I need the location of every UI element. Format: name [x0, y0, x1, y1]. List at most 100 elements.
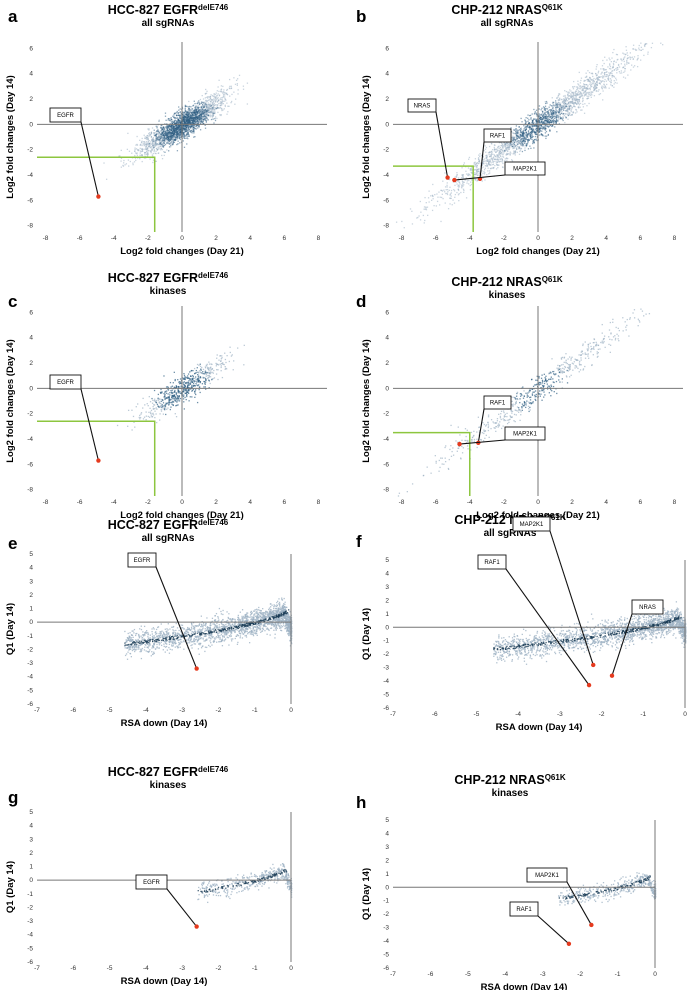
data-point — [525, 122, 527, 124]
data-point — [207, 99, 210, 101]
data-point — [230, 87, 233, 89]
data-point — [173, 401, 175, 403]
data-point — [200, 120, 203, 122]
data-point — [607, 79, 610, 81]
data-point — [180, 114, 182, 116]
data-point — [199, 111, 201, 114]
data-point — [521, 144, 523, 147]
data-point — [224, 97, 226, 100]
data-point — [174, 131, 176, 133]
data-point — [613, 86, 615, 88]
data-point — [199, 112, 202, 114]
data-point — [613, 60, 616, 62]
data-point — [463, 189, 465, 192]
data-point — [555, 106, 557, 109]
data-point — [562, 117, 564, 119]
panel-title: CHP-212 NRASQ61K — [451, 3, 562, 17]
data-point — [191, 108, 194, 110]
data-point — [147, 151, 149, 154]
data-point — [621, 60, 623, 62]
callout-line — [435, 111, 449, 178]
data-point — [457, 180, 459, 182]
data-point — [205, 107, 208, 109]
data-point — [173, 141, 176, 143]
data-point — [143, 142, 146, 144]
data-point — [578, 101, 580, 103]
data-point — [498, 153, 500, 155]
data-point — [551, 124, 554, 126]
data-point — [127, 425, 129, 427]
data-point — [528, 122, 530, 125]
data-point — [230, 101, 232, 104]
data-point — [205, 372, 207, 374]
data-point — [144, 404, 146, 406]
data-point — [187, 121, 189, 123]
data-point — [141, 137, 143, 140]
data-point — [612, 62, 615, 65]
data-point — [196, 363, 199, 366]
data-point — [484, 179, 486, 181]
data-point — [206, 96, 208, 99]
data-point — [547, 113, 549, 115]
data-point — [530, 131, 532, 133]
data-point — [474, 158, 477, 160]
data-point — [174, 379, 176, 382]
data-point — [573, 80, 575, 83]
data-point — [179, 391, 181, 393]
data-point — [212, 112, 214, 115]
data-point — [570, 90, 572, 92]
data-point — [444, 202, 446, 204]
data-point — [186, 131, 189, 133]
data-point — [151, 154, 153, 156]
data-point — [178, 381, 180, 383]
data-point — [158, 139, 161, 141]
data-point — [177, 389, 179, 391]
data-point — [473, 172, 476, 174]
y-tick-label: -8 — [383, 223, 389, 230]
data-point — [168, 139, 170, 142]
data-point — [189, 371, 191, 373]
data-point — [456, 174, 458, 176]
data-point — [538, 130, 540, 132]
data-point — [566, 113, 569, 116]
data-point — [184, 128, 186, 130]
data-point — [170, 137, 173, 139]
data-point — [622, 76, 625, 78]
data-point — [167, 131, 170, 133]
data-point — [221, 357, 223, 359]
data-point — [481, 174, 483, 176]
data-point — [166, 124, 168, 126]
data-point — [440, 189, 442, 192]
data-point — [533, 122, 535, 124]
data-point — [186, 113, 188, 115]
data-point — [177, 125, 179, 127]
data-point — [222, 92, 224, 95]
data-point — [576, 111, 578, 113]
data-point — [217, 363, 219, 366]
data-point — [206, 111, 208, 114]
data-point — [135, 159, 137, 162]
data-point — [423, 208, 425, 210]
data-point — [623, 71, 625, 73]
data-point — [607, 77, 610, 80]
data-point — [542, 127, 544, 129]
data-point — [139, 144, 141, 146]
data-point — [199, 381, 201, 384]
data-point — [206, 117, 209, 119]
data-point — [165, 137, 168, 139]
data-point — [199, 365, 202, 368]
data-point — [184, 135, 186, 137]
data-point — [179, 108, 181, 110]
data-point — [175, 399, 177, 402]
data-point — [184, 382, 187, 384]
data-point — [544, 132, 547, 134]
data-point — [482, 158, 484, 161]
data-point — [176, 143, 178, 146]
data-point — [208, 379, 210, 381]
data-point — [139, 139, 141, 142]
data-point — [531, 133, 533, 135]
data-point — [462, 188, 465, 190]
data-point — [202, 368, 205, 371]
data-point — [478, 172, 481, 174]
data-point — [164, 151, 166, 153]
